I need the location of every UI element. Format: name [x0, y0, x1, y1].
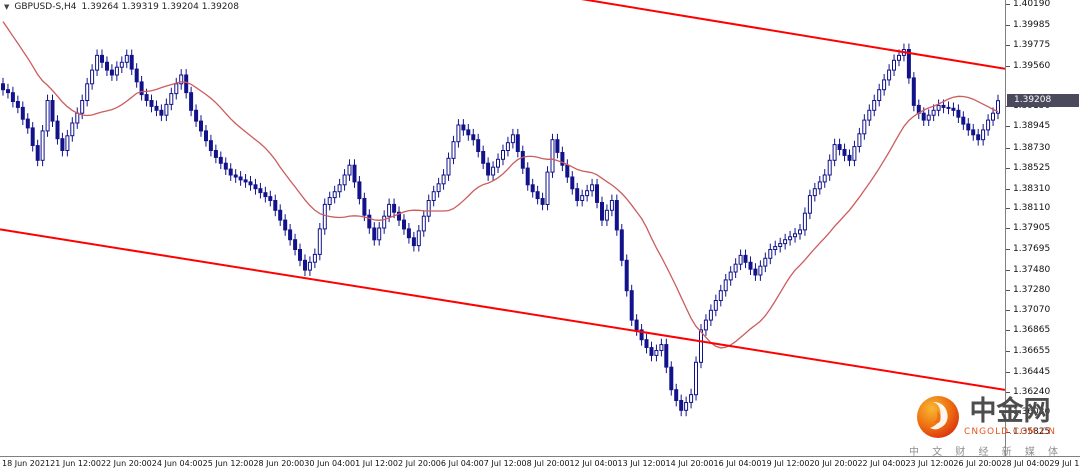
price-axis-label: 1.38730	[1005, 143, 1051, 153]
price-axis-label: 1.37480	[1005, 265, 1051, 275]
time-axis-label: 8 Jul 20:00	[526, 459, 570, 468]
price-axis-label: 1.36865	[1005, 325, 1051, 335]
time-axis-label: 14 Jul 20:00	[665, 459, 714, 468]
price-axis-label: 1.37070	[1005, 305, 1051, 315]
time-axis-label: 20 Jul 20:00	[809, 459, 858, 468]
ohlc-values: 1.39264 1.39319 1.39204 1.39208	[81, 2, 239, 12]
time-axis-label: 7 Jul 12:00	[483, 459, 527, 468]
watermark-domain: CNGOLD.COM.CN	[964, 426, 1056, 437]
time-axis-label: 18 Jun 2021	[2, 459, 51, 468]
time-axis-label: 26 Jul 20:00	[953, 459, 1002, 468]
time-axis-label: 28 Jun 20:00	[253, 459, 305, 468]
price-axis-label: 1.37905	[1005, 223, 1051, 233]
watermark-tagline: 中 文 财 经 新 媒 体	[908, 447, 1064, 458]
price-axis[interactable]: 1.401901.399851.397751.395601.391501.389…	[1005, 0, 1080, 456]
chart-legend: ▼ GBPUSD-S,H4 1.39264 1.39319 1.39204 1.…	[4, 2, 239, 12]
time-axis[interactable]: 18 Jun 2021 21 Jun 12:00 22 Jun 20:00 24 Ju…	[0, 456, 1080, 470]
time-axis-label: 23 Jul 12:00	[905, 459, 954, 468]
price-axis-label: 1.39985	[1005, 20, 1051, 30]
time-axis-label: 6 Jul 04:00	[440, 459, 484, 468]
price-axis-label: 1.39775	[1005, 40, 1051, 50]
time-axis-label: 25 Jun 12:00	[202, 459, 254, 468]
price-axis-label: 1.38525	[1005, 163, 1051, 173]
time-axis-label: 22 Jun 20:00	[100, 459, 152, 468]
price-axis-label: 1.36655	[1005, 346, 1051, 356]
price-axis-label: 1.38110	[1005, 203, 1051, 213]
price-axis-label: 1.36030	[1005, 407, 1051, 417]
time-axis-label: 16 Jul 04:00	[713, 459, 762, 468]
time-axis-label: 22 Jul 04:00	[857, 459, 906, 468]
price-axis-label: 1.39560	[1005, 61, 1051, 71]
symbol-period-label: GBPUSD-S,H4	[14, 2, 77, 12]
time-axis-label: 19 Jul 12:00	[761, 459, 810, 468]
time-axis-label: 12 Jul 04:00	[569, 459, 618, 468]
price-axis-label: 1.37695	[1005, 244, 1051, 254]
time-axis-label: 2 Jul 20:00	[397, 459, 441, 468]
price-chart[interactable]	[0, 0, 1005, 456]
time-axis-label: 28 Jul 04:00	[1001, 459, 1050, 468]
time-axis-label: 29 Jul 12:00	[1049, 459, 1080, 468]
watermark-brand: 中金网	[969, 395, 1051, 427]
cngold-logo-icon	[917, 396, 960, 438]
time-axis-label: 1 Jul 12:00	[355, 459, 398, 468]
time-axis-label: 30 Jun 04:00	[304, 459, 356, 468]
price-axis-label: 1.40190	[1005, 0, 1051, 9]
price-axis-label: 1.38310	[1005, 184, 1051, 194]
watermark: 中金网 CNGOLD.COM.CN 中 文 财 经 新 媒 体	[896, 395, 1076, 458]
price-axis-label: 1.37280	[1005, 285, 1051, 295]
symbol-marker-icon: ▼	[4, 2, 10, 11]
current-price-badge: 1.39208	[1007, 94, 1079, 107]
price-axis-label: 1.36445	[1005, 367, 1051, 377]
candlestick-canvas[interactable]	[0, 0, 1005, 456]
price-axis-label: 1.35825	[1005, 427, 1051, 437]
time-axis-label: 13 Jul 12:00	[617, 459, 666, 468]
price-axis-label: 1.38945	[1005, 121, 1051, 131]
time-axis-label: 21 Jun 12:00	[50, 459, 101, 468]
time-axis-label: 24 Jun 04:00	[151, 459, 203, 468]
price-axis-label: 1.36240	[1005, 387, 1051, 397]
